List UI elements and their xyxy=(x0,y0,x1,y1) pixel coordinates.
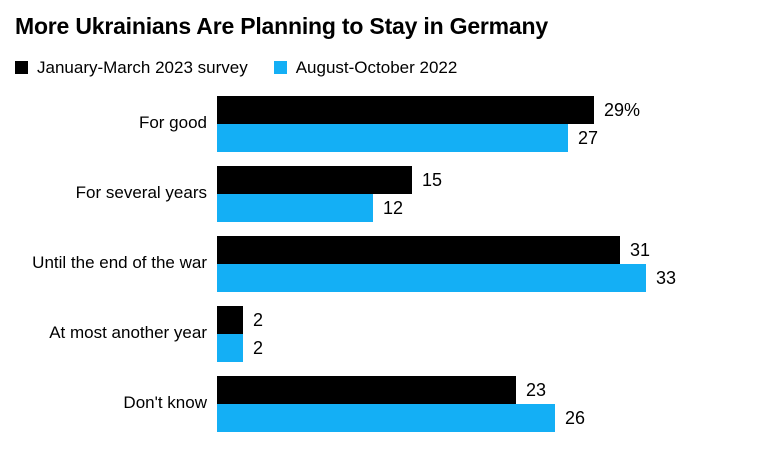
chart-row: At most another year 2 2 xyxy=(15,305,778,362)
chart-row: For several years 15 12 xyxy=(15,165,778,222)
bar-group: 23 26 xyxy=(217,375,778,432)
legend-item: August-October 2022 xyxy=(273,57,458,78)
bar-line-2023: 15 xyxy=(217,165,778,194)
value-label-2022: 33 xyxy=(656,267,677,288)
bar-line-2023: 29% xyxy=(217,95,778,124)
bar-line-2022: 33 xyxy=(217,263,778,292)
bar-line-2022: 12 xyxy=(217,193,778,222)
value-label-2023: 15 xyxy=(422,169,443,190)
value-label-2022: 2 xyxy=(253,337,264,358)
legend-swatch-icon xyxy=(15,61,28,75)
legend: January-March 2023 survey August-October… xyxy=(15,58,778,78)
chart-title: More Ukrainians Are Planning to Stay in … xyxy=(15,13,548,39)
bar-2023-survey xyxy=(217,235,620,264)
chart-row: Until the end of the war 31 33 xyxy=(15,235,778,292)
bar-2023-survey xyxy=(217,375,516,404)
bar-2022-survey xyxy=(217,263,646,292)
value-label-2023: 2 xyxy=(253,309,264,330)
bar-2022-survey xyxy=(217,193,373,222)
value-label-2023: 29% xyxy=(604,99,641,120)
category-label: For good xyxy=(138,113,207,133)
chart-row: Don't know 23 26 xyxy=(15,375,778,432)
bar-2023-survey xyxy=(217,165,412,194)
bar-group: 15 12 xyxy=(217,165,778,222)
value-label-2023: 23 xyxy=(526,379,547,400)
bar-2023-survey xyxy=(217,95,594,124)
bar-2022-survey xyxy=(217,123,568,152)
bar-line-2023: 2 xyxy=(217,305,778,334)
legend-label: August-October 2022 xyxy=(295,57,458,77)
category-label: For several years xyxy=(75,183,207,203)
value-label-2022: 26 xyxy=(565,407,586,428)
category-label: Don't know xyxy=(123,393,207,413)
legend-item: January-March 2023 survey xyxy=(15,58,248,78)
legend-swatch-icon xyxy=(273,61,287,75)
bar-line-2023: 31 xyxy=(217,235,778,264)
category-label: At most another year xyxy=(49,323,207,343)
bar-2022-survey xyxy=(217,333,243,362)
bar-2023-survey xyxy=(217,305,243,334)
bar-line-2022: 27 xyxy=(217,123,778,152)
bar-line-2023: 23 xyxy=(217,375,778,404)
bar-group: 2 2 xyxy=(217,305,778,362)
bar-line-2022: 2 xyxy=(217,333,778,362)
chart-row: For good 29% 27 xyxy=(15,95,778,152)
value-label-2023: 31 xyxy=(630,239,651,260)
bar-chart: For good 29% 27 For several years 15 12 xyxy=(15,95,778,432)
bar-group: 31 33 xyxy=(217,235,778,292)
bar-line-2022: 26 xyxy=(217,403,778,432)
value-label-2022: 12 xyxy=(383,197,404,218)
category-label: Until the end of the war xyxy=(32,253,207,273)
bar-group: 29% 27 xyxy=(217,95,778,152)
legend-label: January-March 2023 survey xyxy=(37,57,248,77)
bar-2022-survey xyxy=(217,403,555,432)
value-label-2022: 27 xyxy=(578,127,599,148)
